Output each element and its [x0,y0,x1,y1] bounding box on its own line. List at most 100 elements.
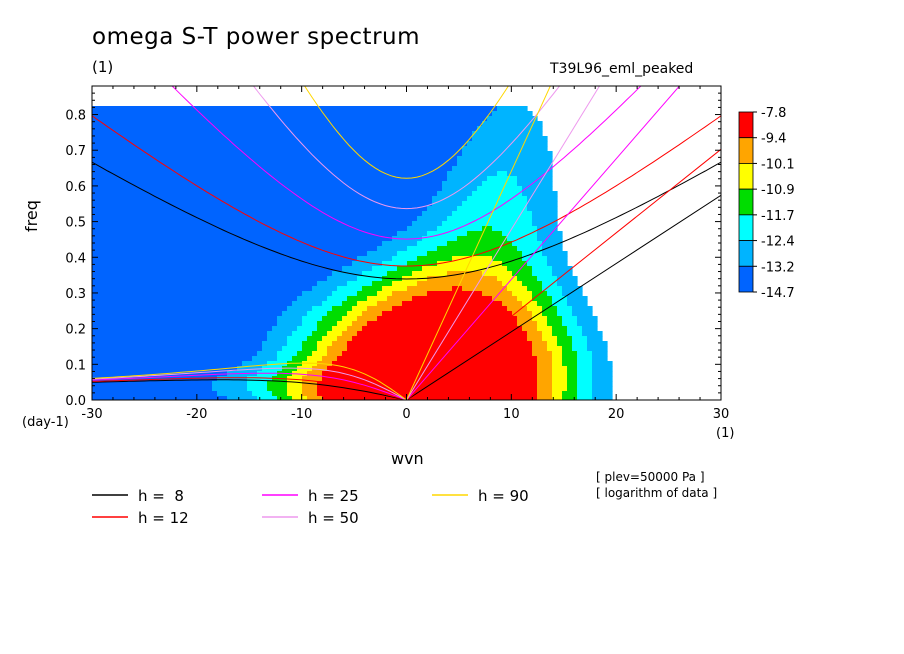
contour-cell [92,346,263,352]
contour-cell [267,331,293,337]
colorbar-swatch [738,188,754,216]
colorbar-label: -9.4 [761,132,786,147]
contour-cell [92,231,398,237]
contour-cell [552,361,563,367]
contour-cell [367,306,393,312]
contour-cell [547,346,563,352]
contour-cell [287,391,303,397]
contour-cell [497,276,518,282]
legend-label: h = 90 [478,487,529,505]
contour-cell [547,261,568,267]
contour-cell [552,301,568,307]
contour-cell [397,231,428,237]
contour-cell [527,336,543,342]
contour-cell [407,261,438,267]
contour-cell [537,276,558,282]
contour-cell [327,331,343,337]
contour-cell [292,356,308,362]
contour-cell [567,381,578,387]
contour-cell [587,341,608,347]
contour-cell [502,301,523,307]
contour-cell [377,316,518,322]
contour-cell [317,346,328,352]
contour-cell [302,316,323,322]
contour-cell [517,276,538,282]
contour-cell [272,391,288,397]
contour-cell [532,266,553,272]
contour-cell [92,191,438,197]
contour-cell [302,376,323,382]
contour-cell [537,396,553,400]
contour-cell [362,326,523,332]
contour-cell [562,286,583,292]
contour-cell [572,346,588,352]
contour-cell [432,196,468,202]
contour-cell [322,356,338,362]
contour-cell [422,266,508,272]
y-tick-label: 0.0 [65,394,86,409]
x-tick-label: -20 [186,407,207,422]
contour-cell [557,276,578,282]
contour-cell [92,311,283,317]
contour-cell [447,241,513,247]
contour-cell [92,296,298,302]
contour-cell [532,351,553,357]
contour-cell [327,296,348,302]
contour-cell [557,336,573,342]
contour-cell [382,311,513,317]
contour-cell [537,376,553,382]
contour-cell [527,286,543,292]
contour-cell [292,331,313,337]
contour-cell [577,361,593,367]
contour-cell [587,346,608,352]
contour-cell [347,326,363,332]
contour-cell [557,281,578,287]
contour-cell [577,321,598,327]
contour-cell [392,281,418,287]
contour-cell [547,291,563,297]
kelvin-curve-h12 [406,148,721,400]
contour-cell [287,341,303,347]
contour-cell [562,391,578,397]
contour-cell [412,271,448,277]
contour-cell [267,336,288,342]
contour-cell [472,131,543,137]
contour-cell [542,286,563,292]
contour-cell [92,271,333,277]
contour-cell [342,316,358,322]
contour-cell [462,286,508,292]
contour-cell [92,241,383,247]
contour-cell [532,316,548,322]
x-tick-label: 30 [713,407,730,422]
contour-cell [582,331,603,337]
contour-cell [527,196,558,202]
contour-cell [312,306,333,312]
contour-cell [332,361,538,367]
contour-cell [577,381,593,387]
contour-cell [357,256,393,262]
contour-cell [322,336,338,342]
contour-cell [442,181,483,187]
contour-cell [567,326,583,332]
contour-cell [92,211,423,217]
contour-cell [237,366,263,372]
contour-cell [392,306,508,312]
rossby-curve-h90 [92,362,407,400]
contour-cell [407,226,438,232]
contour-cell [92,181,443,187]
contour-cell [92,386,213,392]
contour-cell [382,241,418,247]
colorbar-label: -10.9 [761,183,795,198]
contour-cell [492,256,523,262]
contour-cell [557,311,573,317]
contour-cell [92,351,258,357]
contour-cell [562,361,578,367]
contour-cell [577,386,593,392]
contour-cell [507,286,528,292]
contour-cell [567,331,583,337]
contour-cell [397,266,423,272]
contour-cell [92,281,318,287]
axes: -30 -20 -10 0 10 20 30 0.0 0.1 0.2 0.3 0.4 0.5 0.6 0.7… [65,86,729,422]
contour-cell [92,216,418,222]
kelvin-curve-h25 [406,86,681,400]
